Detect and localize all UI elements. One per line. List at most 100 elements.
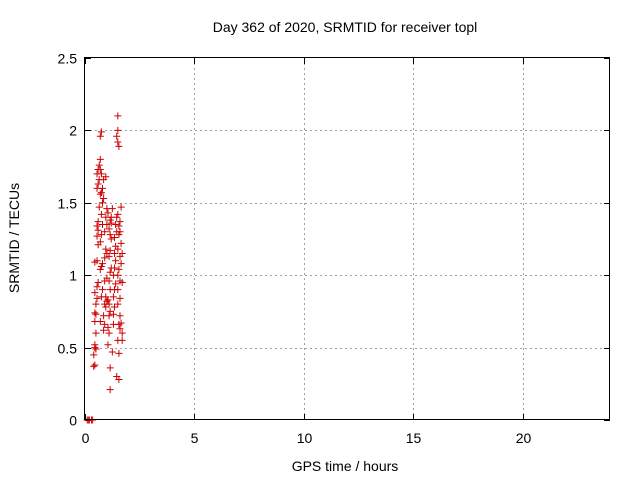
data-point (90, 362, 98, 370)
data-point (105, 225, 113, 233)
data-point (106, 216, 114, 224)
data-point (117, 319, 125, 327)
data-point (104, 323, 112, 331)
data-point (93, 257, 101, 265)
data-point (115, 231, 123, 239)
data-point (106, 268, 114, 276)
data-point (91, 289, 99, 297)
data-point (97, 189, 105, 197)
y-axis-label: SRMTID / TECUs (6, 183, 22, 293)
data-point (114, 138, 122, 146)
data-point (114, 286, 122, 294)
data-point (112, 257, 120, 265)
data-point (105, 312, 113, 320)
data-point (111, 234, 119, 242)
y-tick-label: 1 (69, 268, 77, 284)
data-point (102, 173, 110, 181)
data-point (114, 112, 122, 120)
data-point (115, 222, 123, 230)
data-point (108, 348, 116, 356)
data-point (102, 245, 110, 253)
data-point (118, 336, 126, 344)
data-point (106, 386, 114, 394)
data-point (97, 231, 105, 239)
data-point (92, 310, 100, 318)
data-point (109, 293, 117, 301)
data-point (118, 249, 126, 257)
data-point (97, 210, 105, 218)
data-point (97, 263, 105, 271)
data-point (102, 303, 110, 311)
data-point (90, 351, 98, 359)
data-point (105, 252, 113, 260)
x-axis-label: GPS time / hours (292, 458, 399, 474)
data-point (96, 238, 104, 246)
data-point (111, 303, 119, 311)
data-point (104, 341, 112, 349)
data-point (93, 294, 101, 302)
data-point (116, 218, 124, 226)
data-point (115, 375, 123, 383)
data-point (94, 226, 102, 234)
data-point (104, 209, 112, 217)
data-point (105, 277, 113, 285)
data-point (108, 205, 116, 213)
data-point (116, 325, 124, 333)
data-point (96, 190, 104, 198)
chart-title: Day 362 of 2020, SRMTID for receiver top… (213, 19, 478, 35)
data-point (93, 232, 101, 240)
data-series-srmtid (83, 112, 126, 424)
x-tick-label: 20 (516, 430, 532, 446)
data-point (117, 239, 125, 247)
data-point (96, 165, 104, 173)
data-point (109, 310, 117, 318)
y-tick-label: 2.5 (58, 51, 78, 67)
data-point (114, 271, 122, 279)
data-point (92, 345, 100, 353)
data-point (100, 194, 108, 202)
data-point (91, 309, 99, 317)
data-point (112, 280, 120, 288)
data-point (94, 218, 102, 226)
data-point (99, 199, 106, 207)
data-point (96, 155, 104, 163)
data-point (91, 361, 99, 369)
data-point (117, 203, 125, 211)
data-point (95, 161, 103, 169)
data-point (105, 300, 113, 308)
data-point (116, 312, 124, 320)
data-point (117, 260, 125, 268)
data-point (114, 245, 122, 253)
data-point (91, 341, 99, 349)
x-tick-label: 10 (297, 430, 313, 446)
data-point (107, 235, 115, 243)
data-point (99, 260, 106, 268)
data-point (96, 132, 104, 140)
data-point (106, 247, 114, 255)
data-point (112, 221, 120, 229)
data-point (116, 228, 124, 236)
data-point (94, 278, 102, 286)
data-point (106, 364, 114, 372)
data-point (105, 329, 113, 337)
x-tick-label: 5 (191, 430, 199, 446)
data-point (97, 128, 105, 136)
data-point (113, 213, 121, 221)
data-point (99, 286, 106, 294)
data-point (104, 296, 112, 304)
data-point (115, 265, 123, 273)
data-point (100, 326, 108, 334)
data-point (96, 318, 104, 326)
data-point (106, 307, 114, 315)
data-point (92, 300, 100, 308)
data-point (93, 283, 101, 291)
data-point (92, 329, 100, 337)
y-tick-label: 0 (69, 413, 77, 429)
data-point (97, 170, 105, 178)
data-point (101, 228, 109, 236)
data-point (95, 203, 103, 211)
x-tick-label: 0 (82, 430, 90, 446)
data-point (113, 132, 121, 140)
data-point (111, 264, 119, 272)
